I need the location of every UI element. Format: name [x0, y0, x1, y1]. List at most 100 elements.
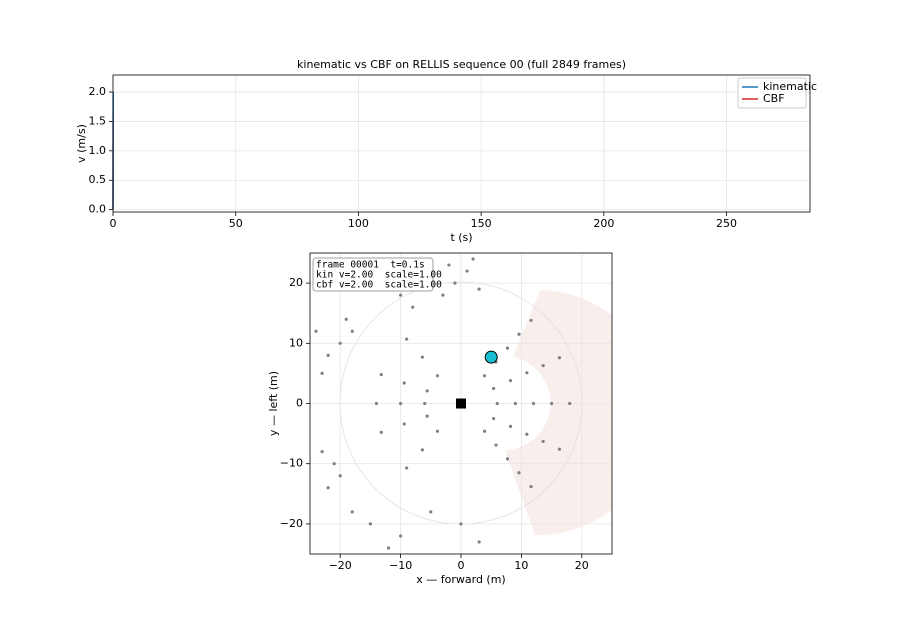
- x-tick-label: 100: [348, 217, 369, 230]
- x-tick-label: 150: [471, 217, 492, 230]
- x-tick-label: 50: [229, 217, 243, 230]
- lidar-point: [531, 401, 536, 406]
- y-tick-label: −20: [280, 517, 303, 530]
- lidar-point: [338, 474, 342, 478]
- lidar-point: [399, 534, 403, 538]
- lidar-point: [368, 522, 372, 526]
- lidar-point: [550, 401, 554, 406]
- x-tick-label: 250: [716, 217, 737, 230]
- lidar-point: [482, 374, 487, 378]
- lidar-point: [425, 389, 429, 393]
- lidar-point: [529, 484, 533, 489]
- lidar-point: [320, 371, 324, 375]
- y-tick-label: 0.0: [89, 203, 107, 216]
- lidar-point: [557, 447, 562, 451]
- lidar-point: [326, 486, 330, 490]
- axes-frame: [112, 74, 811, 213]
- x-tick-label: −20: [329, 559, 352, 572]
- safety-wedge: [505, 290, 612, 536]
- y-tick-label: 1.0: [89, 144, 107, 157]
- y-tick-label: 10: [289, 336, 303, 349]
- y-tick-label: 0: [296, 397, 303, 410]
- lidar-point: [568, 401, 572, 406]
- lidar-point: [332, 462, 336, 466]
- lidar-point: [425, 414, 429, 418]
- x-axis-label: t (s): [450, 231, 472, 244]
- lidar-point: [541, 439, 545, 444]
- x-tick-label: 0: [458, 559, 465, 572]
- lidar-point: [557, 356, 562, 360]
- goal: [484, 350, 498, 364]
- lidar-point: [477, 540, 481, 544]
- lidar-point: [435, 429, 440, 433]
- y-axis-label: y — left (m): [267, 371, 280, 436]
- y-tick-label: 20: [289, 276, 303, 289]
- lidar-point: [517, 471, 521, 475]
- lidar-point: [429, 510, 433, 514]
- lidar-point: [441, 293, 445, 297]
- lidar-point: [465, 269, 469, 273]
- lidar-point: [508, 379, 513, 383]
- lidar-point: [477, 287, 481, 291]
- lidar-point: [508, 424, 513, 428]
- lidar-point: [513, 401, 517, 406]
- x-axis-label: x — forward (m): [416, 573, 505, 586]
- lidar-point: [344, 317, 348, 321]
- lidar-point: [420, 448, 424, 452]
- lidar-point: [453, 281, 457, 285]
- x-tick-label: 20: [575, 559, 589, 572]
- lidar-point: [386, 546, 391, 550]
- lidar-point: [338, 341, 342, 345]
- annotation-line: cbf v=2.00 scale=1.00: [316, 280, 442, 291]
- chart-title: kinematic vs CBF on RELLIS sequence 00 (…: [297, 58, 626, 71]
- y-tick-label: 2.0: [89, 85, 107, 98]
- legend-box: [737, 77, 807, 109]
- plot-area: [314, 257, 572, 550]
- lidar-point: [435, 374, 440, 378]
- lidar-point: [411, 305, 415, 309]
- axes-frame: [309, 252, 613, 555]
- y-tick-label: −10: [280, 457, 303, 470]
- lidar-point: [379, 430, 383, 434]
- lidar-point: [494, 443, 498, 447]
- lidar-point: [350, 329, 354, 333]
- lidar-point: [379, 373, 383, 377]
- lidar-point: [326, 353, 330, 357]
- legend-label: CBF: [763, 92, 785, 105]
- lidar-point: [505, 457, 510, 461]
- x-tick-label: −10: [389, 559, 412, 572]
- annotation-box: [312, 257, 434, 292]
- x-tick-label: 0: [110, 217, 117, 230]
- lidar-point: [505, 346, 510, 350]
- lidar-point: [314, 329, 318, 333]
- lidar-point: [350, 510, 354, 514]
- x-tick-label: 10: [514, 559, 528, 572]
- lidar-point: [525, 432, 529, 436]
- lidar-point: [420, 355, 424, 359]
- lidar-point: [529, 318, 533, 323]
- lidar-point: [541, 363, 545, 368]
- lidar-point: [402, 381, 406, 385]
- lidar-point: [405, 466, 409, 470]
- vehicle: [456, 398, 466, 409]
- y-axis-label: v (m/s): [75, 124, 88, 163]
- legend-label: kinematic: [763, 80, 817, 93]
- lidar-point: [399, 293, 403, 297]
- lidar-point: [447, 263, 451, 267]
- lidar-point: [492, 386, 496, 391]
- lidar-point: [495, 401, 499, 406]
- lidar-point: [525, 371, 529, 375]
- lidar-point: [320, 450, 324, 454]
- lidar-point: [405, 337, 409, 341]
- lidar-point: [517, 332, 521, 336]
- lidar-point: [482, 429, 487, 433]
- annotation-line: kin v=2.00 scale=1.00: [316, 270, 442, 281]
- x-tick-label: 200: [593, 217, 614, 230]
- y-tick-label: 0.5: [89, 173, 107, 186]
- y-tick-label: 1.5: [89, 114, 107, 127]
- lidar-point: [399, 401, 403, 406]
- lidar-point: [492, 416, 496, 421]
- annotation-line: frame 00001 t=0.1s: [316, 260, 425, 271]
- lidar-point: [423, 401, 427, 406]
